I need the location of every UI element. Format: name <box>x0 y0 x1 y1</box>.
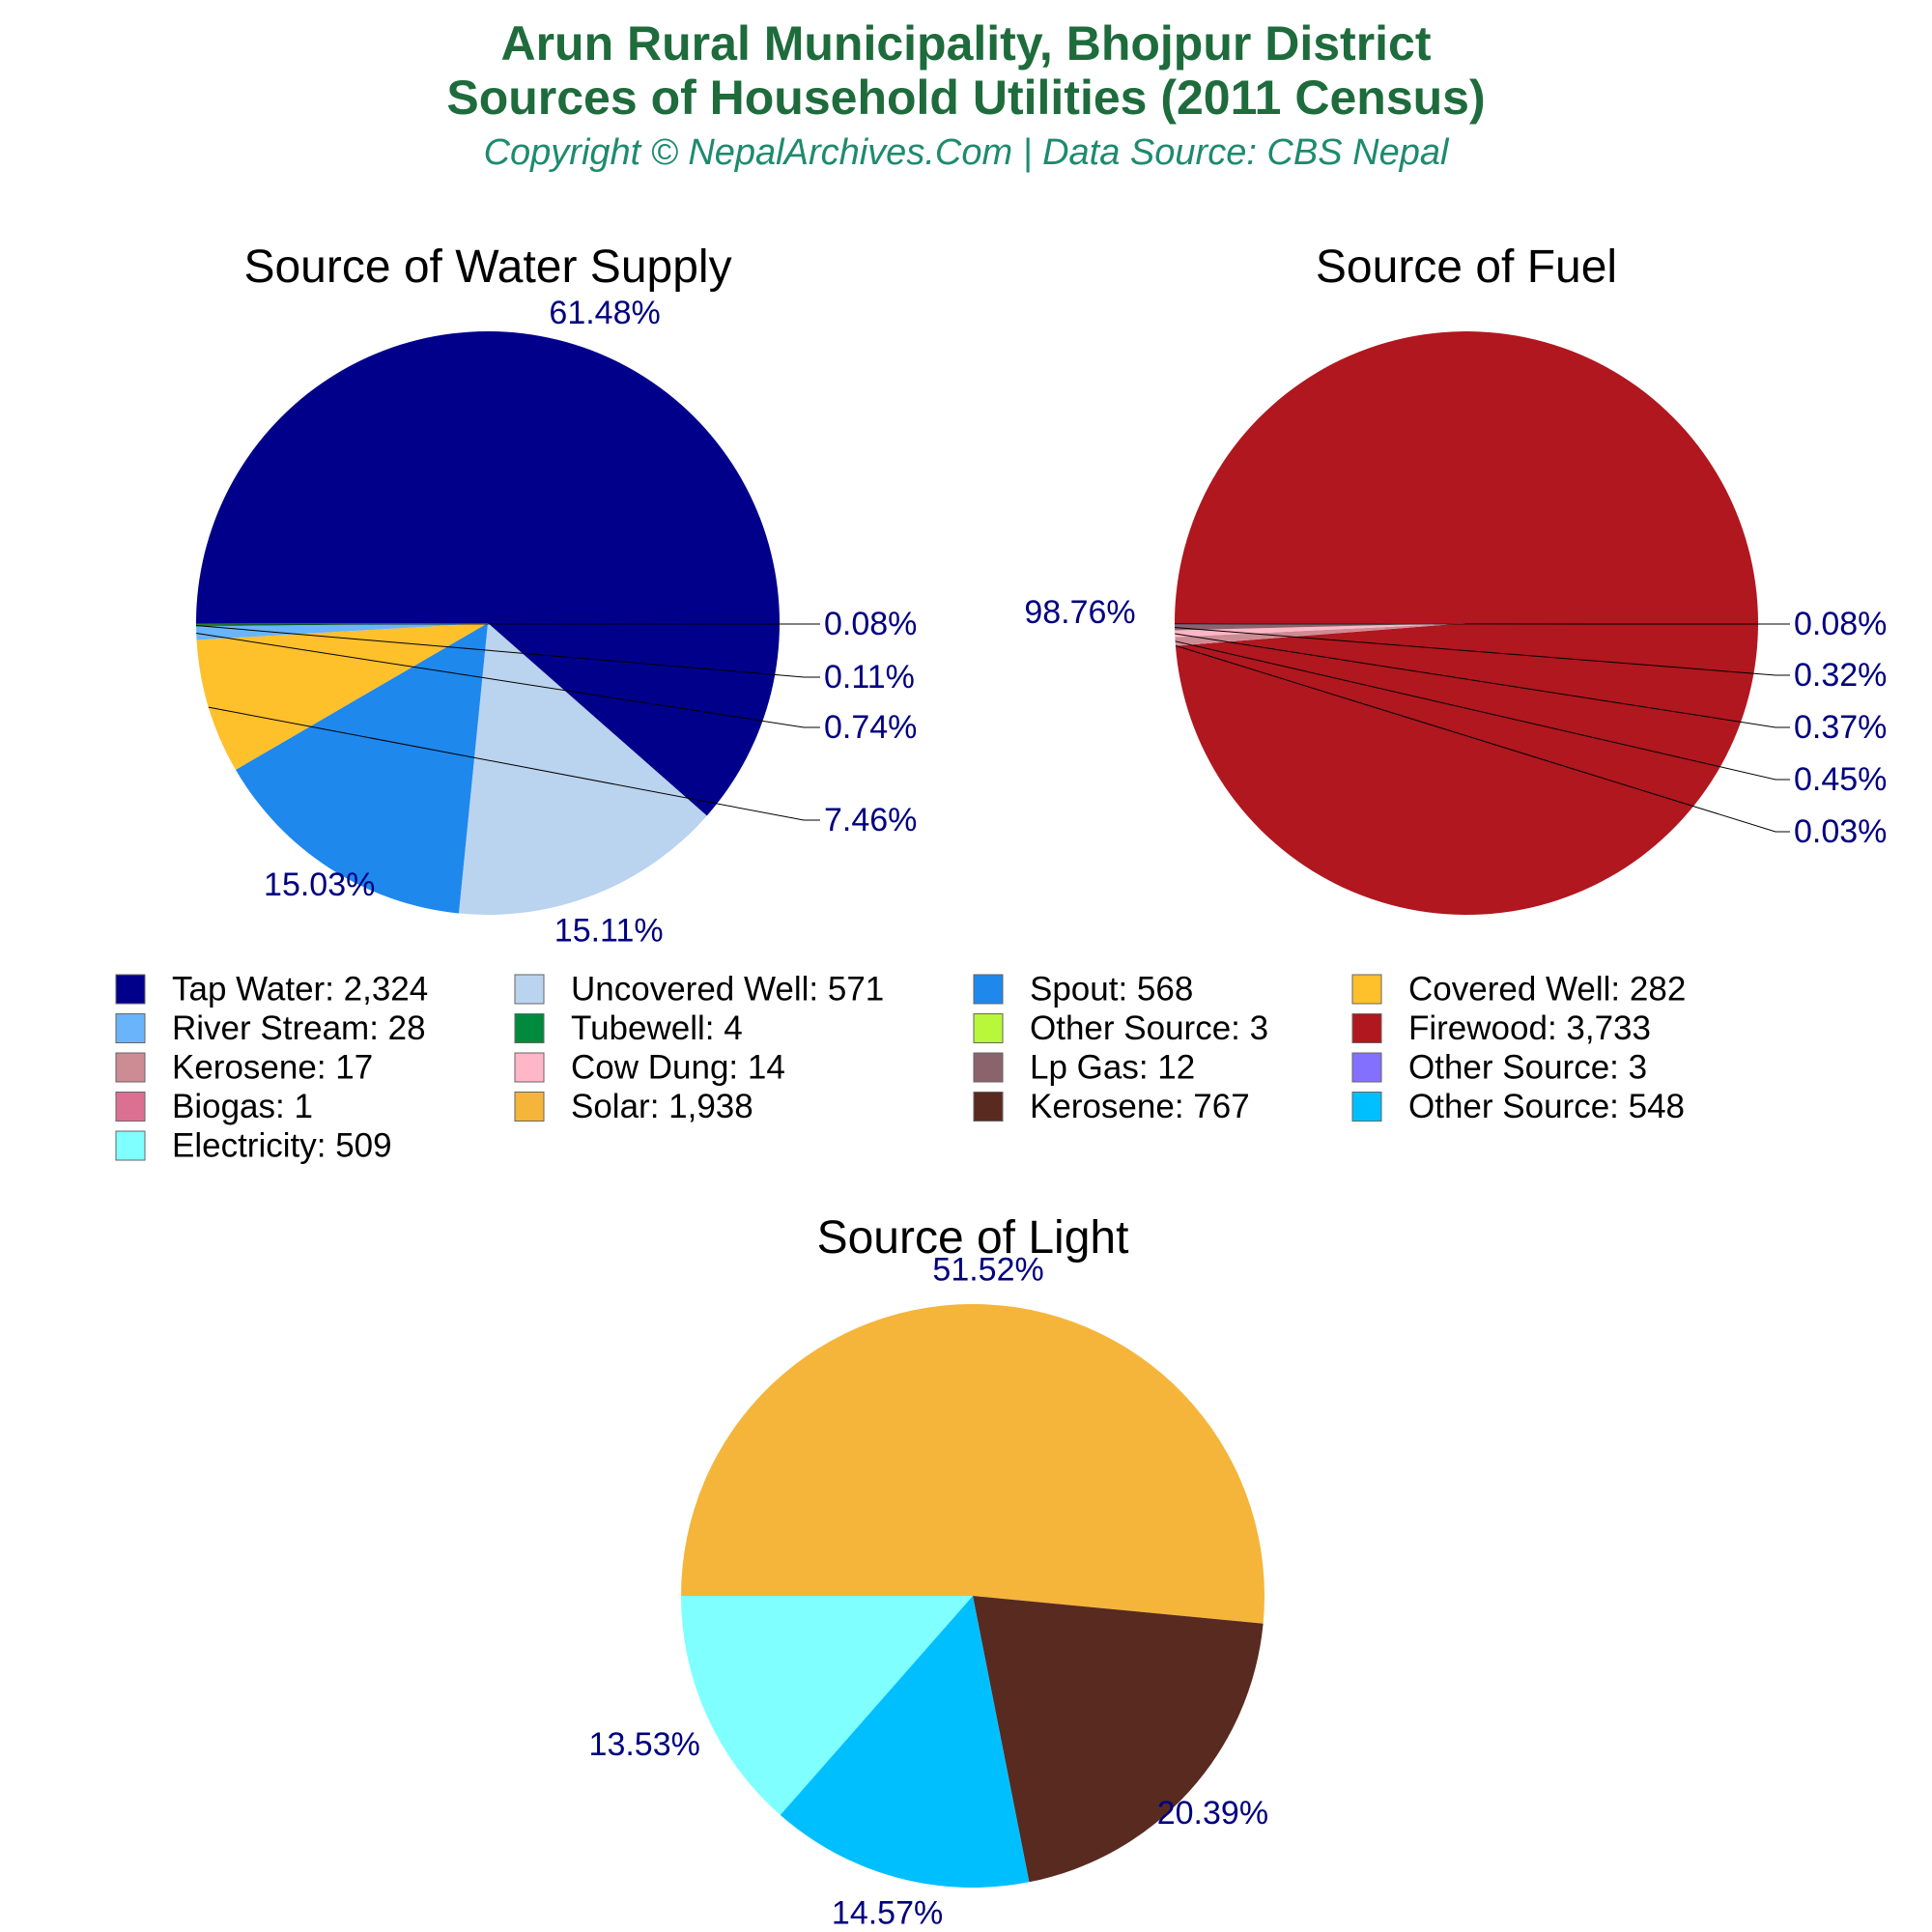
leader-line <box>1175 644 1790 833</box>
legend: Tap Water: 2,324 Uncovered Well: 571 Spout… <box>115 971 1686 1165</box>
legend-swatch <box>973 1052 1004 1083</box>
legend-item: Electricity: 509 <box>115 1127 392 1165</box>
pie-slice <box>1175 331 1758 916</box>
slice-percent-label: 0.74% <box>824 709 917 746</box>
legend-item: Tap Water: 2,324 <box>115 971 428 1009</box>
legend-item: Other Source: 548 <box>1351 1088 1685 1125</box>
slice-percent-label: 0.32% <box>1794 657 1887 694</box>
legend-swatch <box>514 1092 545 1122</box>
legend-swatch <box>514 974 545 1005</box>
legend-swatch <box>115 1130 146 1161</box>
slice-percent-label: 61.48% <box>549 295 660 331</box>
pie-title: Source of Fuel <box>1316 242 1617 293</box>
legend-swatch <box>115 1092 146 1122</box>
slice-percent-label: 13.53% <box>589 1726 700 1763</box>
legend-label: Spout: 568 <box>1030 971 1193 1009</box>
slice-percent-label: 0.37% <box>1794 709 1887 746</box>
legend-label: Uncovered Well: 571 <box>571 971 884 1009</box>
slice-percent-label: 15.11% <box>554 912 664 949</box>
legend-swatch <box>1351 974 1382 1005</box>
leader-line <box>1174 627 1790 676</box>
pie-slice <box>196 331 780 816</box>
pie-slice <box>681 1303 1264 1624</box>
slice-percent-label: 0.08% <box>1794 606 1887 642</box>
leader-line <box>195 625 820 678</box>
legend-label: Other Source: 548 <box>1408 1088 1685 1125</box>
slice-percent-label: 98.76% <box>1024 594 1135 631</box>
pie-chart-2: Source of Fuel 98.76% 0.03% 0.45% 0.37% 0.32%… <box>1024 242 1887 916</box>
leader-line <box>208 706 820 821</box>
legend-label: Other Source: 3 <box>1030 1009 1268 1047</box>
slice-percent-label: 15.03% <box>264 867 375 903</box>
pie-slice <box>235 623 488 914</box>
legend-label: Biogas: 1 <box>172 1088 313 1125</box>
legend-item: Other Source: 3 <box>973 1009 1268 1047</box>
pie-slice <box>1175 623 1466 646</box>
legend-swatch <box>115 1052 146 1083</box>
pie-title: Source of Light <box>817 1212 1129 1264</box>
slice-percent-label: 0.08% <box>824 606 917 642</box>
legend-label: Firewood: 3,733 <box>1408 1009 1651 1047</box>
slice-percent-label: 0.45% <box>1794 761 1887 798</box>
legend-label: Lp Gas: 12 <box>1030 1049 1195 1087</box>
legend-swatch <box>115 1013 146 1043</box>
pie-slice <box>1175 623 1466 631</box>
chart-title-line1: Arun Rural Municipality, Bhojpur Distric… <box>500 16 1432 71</box>
legend-swatch <box>1351 1052 1382 1083</box>
pie-slice <box>681 1596 973 1815</box>
legend-label: Kerosene: 767 <box>1030 1088 1250 1125</box>
slice-percent-label: 0.03% <box>1794 813 1887 850</box>
legend-swatch <box>973 974 1004 1005</box>
legend-item: Tubewell: 4 <box>514 1009 743 1047</box>
legend-label: Covered Well: 282 <box>1408 971 1686 1009</box>
legend-label: Kerosene: 17 <box>172 1049 373 1087</box>
legend-item: Kerosene: 17 <box>115 1049 373 1087</box>
legend-item: Biogas: 1 <box>115 1088 313 1125</box>
legend-swatch <box>1351 1013 1382 1043</box>
pie-slice <box>973 1596 1264 1883</box>
slice-percent-label: 14.57% <box>832 1894 943 1931</box>
legend-item: Uncovered Well: 571 <box>514 971 884 1009</box>
legend-label: Cow Dung: 14 <box>571 1049 785 1087</box>
legend-item: Covered Well: 282 <box>1351 971 1686 1009</box>
legend-swatch <box>514 1013 545 1043</box>
legend-item: Solar: 1,938 <box>514 1088 753 1125</box>
slice-percent-label: 7.46% <box>824 802 917 838</box>
pie-slice <box>196 623 488 770</box>
legend-item: Spout: 568 <box>973 971 1193 1009</box>
legend-label: Tap Water: 2,324 <box>172 971 428 1009</box>
legend-item: Firewood: 3,733 <box>1351 1009 1651 1047</box>
leader-line <box>1175 640 1790 781</box>
pie-slice <box>780 1596 1030 1888</box>
legend-swatch <box>1351 1092 1382 1122</box>
leader-line <box>1175 633 1790 728</box>
legend-label: Tubewell: 4 <box>571 1009 743 1047</box>
legend-item: Lp Gas: 12 <box>973 1049 1195 1087</box>
slice-percent-label: 0.11% <box>824 659 915 696</box>
chart-title-line2: Sources of Household Utilities (2011 Cen… <box>446 71 1486 125</box>
legend-label: Electricity: 509 <box>172 1127 392 1165</box>
slice-percent-label: 20.39% <box>1157 1795 1268 1832</box>
legend-swatch <box>973 1013 1004 1043</box>
legend-item: River Stream: 28 <box>115 1009 426 1047</box>
legend-item: Other Source: 3 <box>1351 1049 1647 1087</box>
chart-subtitle: Copyright © NepalArchives.Com | Data Sou… <box>483 132 1449 173</box>
legend-item: Cow Dung: 14 <box>514 1049 785 1087</box>
legend-swatch <box>514 1052 545 1083</box>
pie-slice <box>1175 623 1466 646</box>
legend-swatch <box>973 1092 1004 1122</box>
leader-line <box>196 633 820 728</box>
legend-label: River Stream: 28 <box>172 1009 426 1047</box>
slice-percent-label: 51.52% <box>932 1251 1043 1288</box>
legend-item: Kerosene: 767 <box>973 1088 1250 1125</box>
legend-label: Other Source: 3 <box>1408 1049 1647 1087</box>
pie-title: Source of Water Supply <box>243 242 731 293</box>
legend-label: Solar: 1,938 <box>571 1088 753 1125</box>
pie-slice <box>458 623 707 916</box>
pie-slice <box>196 623 488 640</box>
legend-swatch <box>115 974 146 1005</box>
